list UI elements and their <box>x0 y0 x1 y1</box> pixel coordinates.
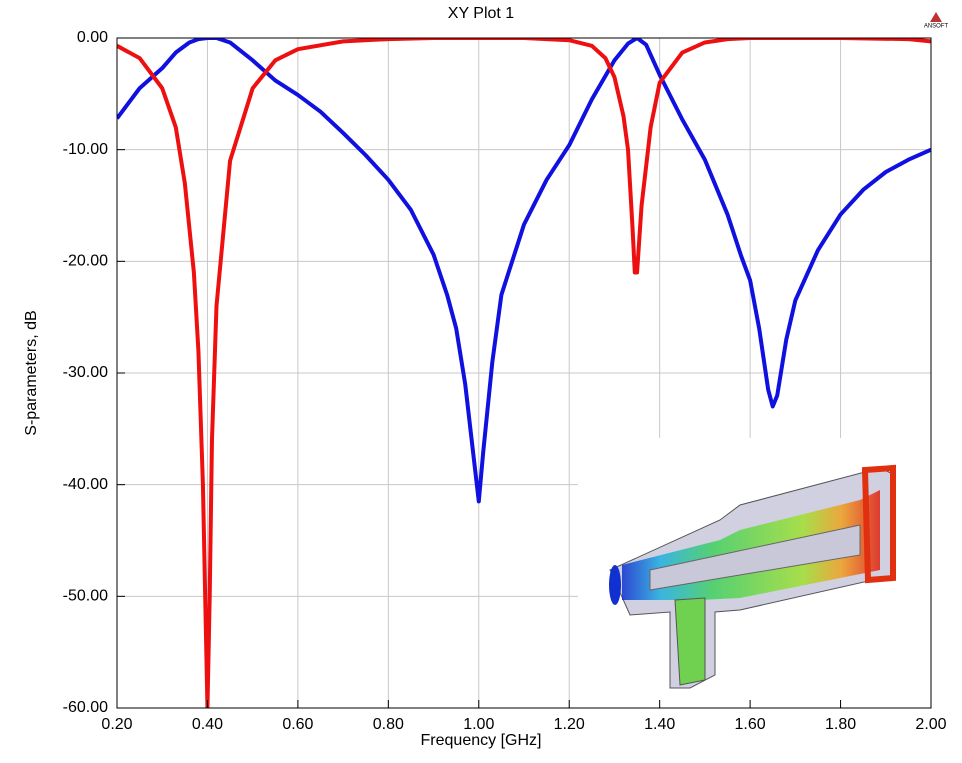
chart-title: XY Plot 1 <box>448 5 515 22</box>
model-stub <box>675 598 705 685</box>
model-port <box>609 565 621 605</box>
logo-text: ANSOFT <box>924 24 949 30</box>
x-tick-label: 1.60 <box>735 716 766 733</box>
x-tick-label: 1.00 <box>463 716 494 733</box>
x-tick-label: 0.80 <box>373 716 404 733</box>
x-tick-label: 1.40 <box>644 716 675 733</box>
y-tick-label: -10.00 <box>63 141 108 158</box>
y-tick-label: 0.00 <box>77 29 108 46</box>
inset-model <box>578 438 931 706</box>
x-tick-label: 0.20 <box>101 716 132 733</box>
logo-icon <box>930 12 942 22</box>
y-tick-label: -30.00 <box>63 364 108 381</box>
chart: XY Plot 1 ANSOFT Frequency [GHz] S-param… <box>0 0 962 763</box>
y-axis-label: S-parameters, dB <box>23 310 40 435</box>
y-tick-label: -20.00 <box>63 253 108 270</box>
x-tick-label: 1.20 <box>554 716 585 733</box>
x-tick-label: 2.00 <box>915 716 946 733</box>
x-tick-label: 0.60 <box>282 716 313 733</box>
y-tick-label: -60.00 <box>63 699 108 716</box>
y-tick-label: -40.00 <box>63 476 108 493</box>
y-tick-label: -50.00 <box>63 588 108 605</box>
x-axis-label: Frequency [GHz] <box>421 732 542 749</box>
x-tick-label: 1.80 <box>825 716 856 733</box>
x-tick-label: 0.40 <box>192 716 223 733</box>
